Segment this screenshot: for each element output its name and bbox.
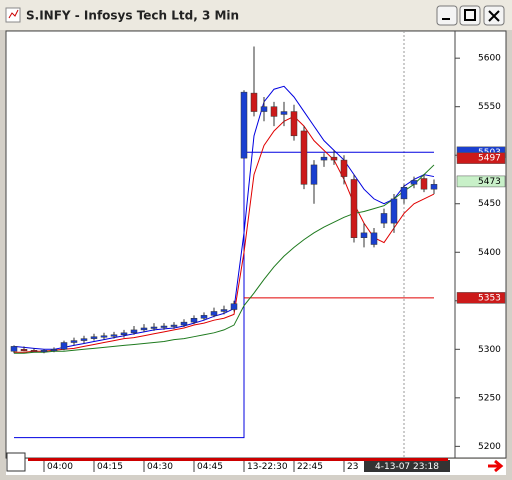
price-marker: [456, 152, 506, 164]
candle-body: [30, 350, 38, 353]
candle-body: [350, 179, 358, 238]
x-tick-label: 04:15: [97, 462, 123, 472]
cursor-label-bg: [364, 460, 450, 472]
candle-body: [290, 111, 298, 137]
candle-body: [330, 156, 338, 161]
candle-body: [170, 324, 178, 327]
candle-body: [210, 311, 218, 316]
candle-body: [430, 184, 438, 190]
minimize-button[interactable]: [436, 5, 458, 26]
candle-body: [180, 321, 188, 326]
candle-body: [270, 106, 278, 117]
candle-body: [140, 327, 148, 331]
price-marker: [456, 175, 506, 188]
candle-body: [340, 159, 348, 177]
candle-body: [20, 349, 28, 352]
level-line: [14, 151, 434, 439]
candle-body: [40, 350, 48, 353]
cursor-label: 4-13-07 23:18: [375, 462, 439, 472]
x-tick-label: 04:45: [197, 462, 223, 472]
title-bar: [0, 0, 512, 30]
x-tick-label: 13-22:30: [247, 462, 288, 472]
y-tick-label: 5200: [478, 442, 501, 452]
plot-area: [5, 30, 456, 459]
price-marker-label: 5497: [478, 154, 501, 164]
app-icon-glyph: [8, 9, 19, 19]
candle-body: [420, 178, 428, 190]
candle-body: [300, 130, 308, 185]
corner-box[interactable]: [6, 452, 26, 472]
x-tick-label: 04:00: [47, 462, 73, 472]
y-tick-label: 5550: [478, 102, 501, 112]
y-tick-label: 5400: [478, 248, 501, 258]
y-tick-label: 5600: [478, 54, 501, 64]
x-tick-label: 04:30: [147, 462, 173, 472]
candle-body: [310, 164, 318, 185]
candle-body: [200, 315, 208, 319]
price-marker-label: 5353: [478, 293, 501, 303]
close-button[interactable]: [483, 5, 505, 26]
candle-body: [410, 180, 418, 185]
candle-body: [220, 309, 228, 312]
y-tick-label: 5450: [478, 199, 501, 209]
candle-body: [190, 318, 198, 323]
price-marker: [456, 292, 506, 304]
x-tick-label: 22:45: [297, 462, 323, 472]
moving-average: [14, 164, 435, 354]
candle-body: [320, 156, 328, 161]
maximize-button[interactable]: [459, 5, 481, 26]
candle-body: [230, 303, 238, 310]
candle-body: [390, 198, 398, 224]
scroll-arrow[interactable]: [488, 459, 504, 473]
candle-body: [400, 186, 408, 200]
candle-body: [60, 342, 68, 350]
candle-body: [130, 329, 138, 334]
y-tick-label: 5300: [478, 345, 501, 355]
candle-body: [280, 111, 288, 115]
candle-body: [50, 349, 58, 352]
candle-body: [240, 91, 248, 159]
candle-body: [70, 340, 78, 343]
candle-body: [90, 336, 98, 339]
candle-body: [110, 334, 118, 337]
candle-body: [10, 346, 18, 352]
app-icon: [5, 7, 21, 23]
candle-body: [100, 335, 108, 338]
candle-body: [250, 92, 258, 112]
candle-body: [360, 232, 368, 238]
y-tick-label: 5250: [478, 393, 501, 403]
candle-body: [160, 325, 168, 328]
candle-body: [80, 338, 88, 341]
x-tick-label: 23: [347, 462, 358, 472]
price-marker-label: 5473: [478, 177, 501, 187]
candle-body: [120, 332, 128, 336]
time-axis-bar: [28, 458, 448, 461]
candle-body: [150, 326, 158, 329]
price-axis: [454, 30, 507, 459]
candle-body: [370, 232, 378, 245]
candle-body: [260, 106, 268, 112]
candle-body: [380, 213, 388, 224]
window-title: S.INFY - Infosys Tech Ltd, 3 Min: [26, 9, 239, 23]
